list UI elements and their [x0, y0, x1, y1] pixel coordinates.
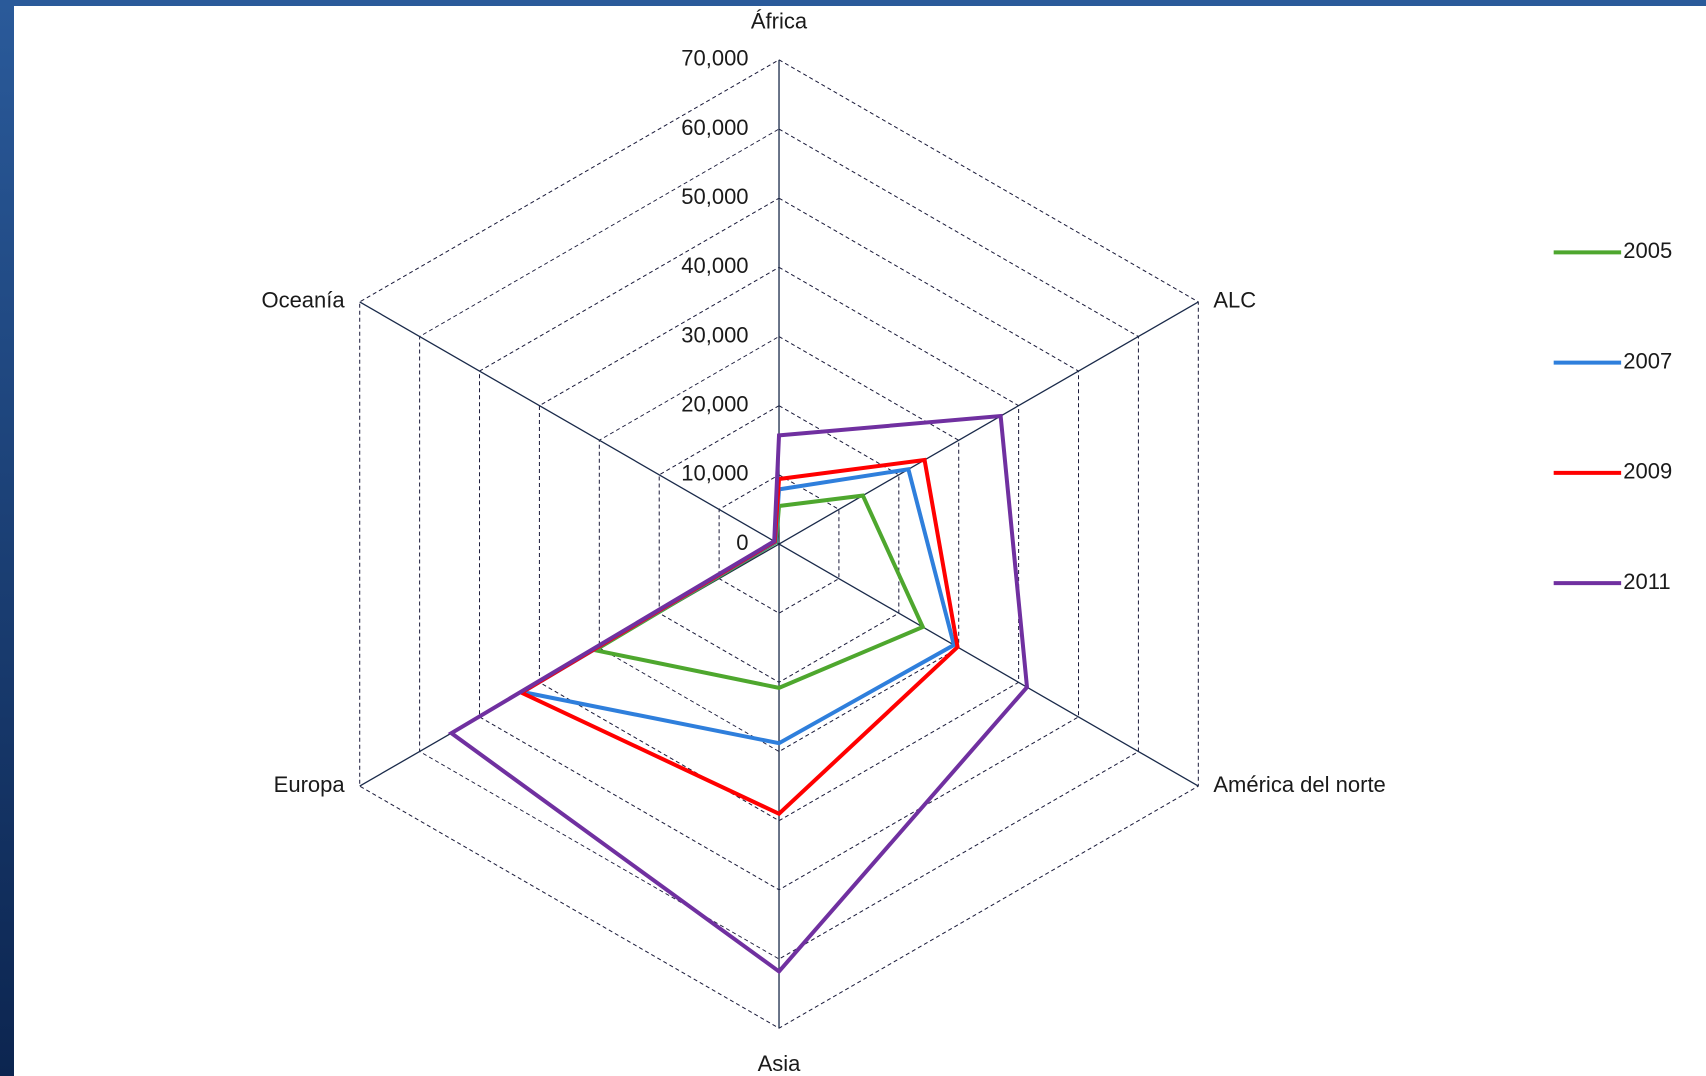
plot-background	[14, 6, 1706, 1076]
y-tick-label: 30,000	[681, 322, 748, 347]
category-label: ALC	[1213, 288, 1256, 313]
y-tick-label: 60,000	[681, 115, 748, 140]
legend-label: 2009	[1623, 459, 1672, 484]
y-tick-label: 20,000	[681, 391, 748, 416]
spoke	[778, 543, 1199, 787]
y-tick-label: 70,000	[681, 46, 748, 71]
category-label: África	[751, 9, 808, 34]
category-label: Asia	[758, 1051, 802, 1076]
y-tick-label: 0	[736, 530, 748, 555]
category-label: Europa	[274, 772, 346, 797]
legend-label: 2011	[1623, 569, 1670, 594]
spoke	[359, 301, 780, 545]
spoke	[778, 301, 1199, 545]
series-line	[447, 413, 1030, 975]
y-tick-label: 40,000	[681, 253, 748, 278]
category-label: Oceanía	[261, 288, 345, 313]
legend-label: 2005	[1623, 238, 1672, 263]
y-tick-label: 50,000	[681, 184, 748, 209]
category-label: América del norte	[1213, 772, 1385, 797]
legend-label: 2007	[1623, 348, 1672, 373]
y-tick-label: 10,000	[681, 461, 748, 486]
